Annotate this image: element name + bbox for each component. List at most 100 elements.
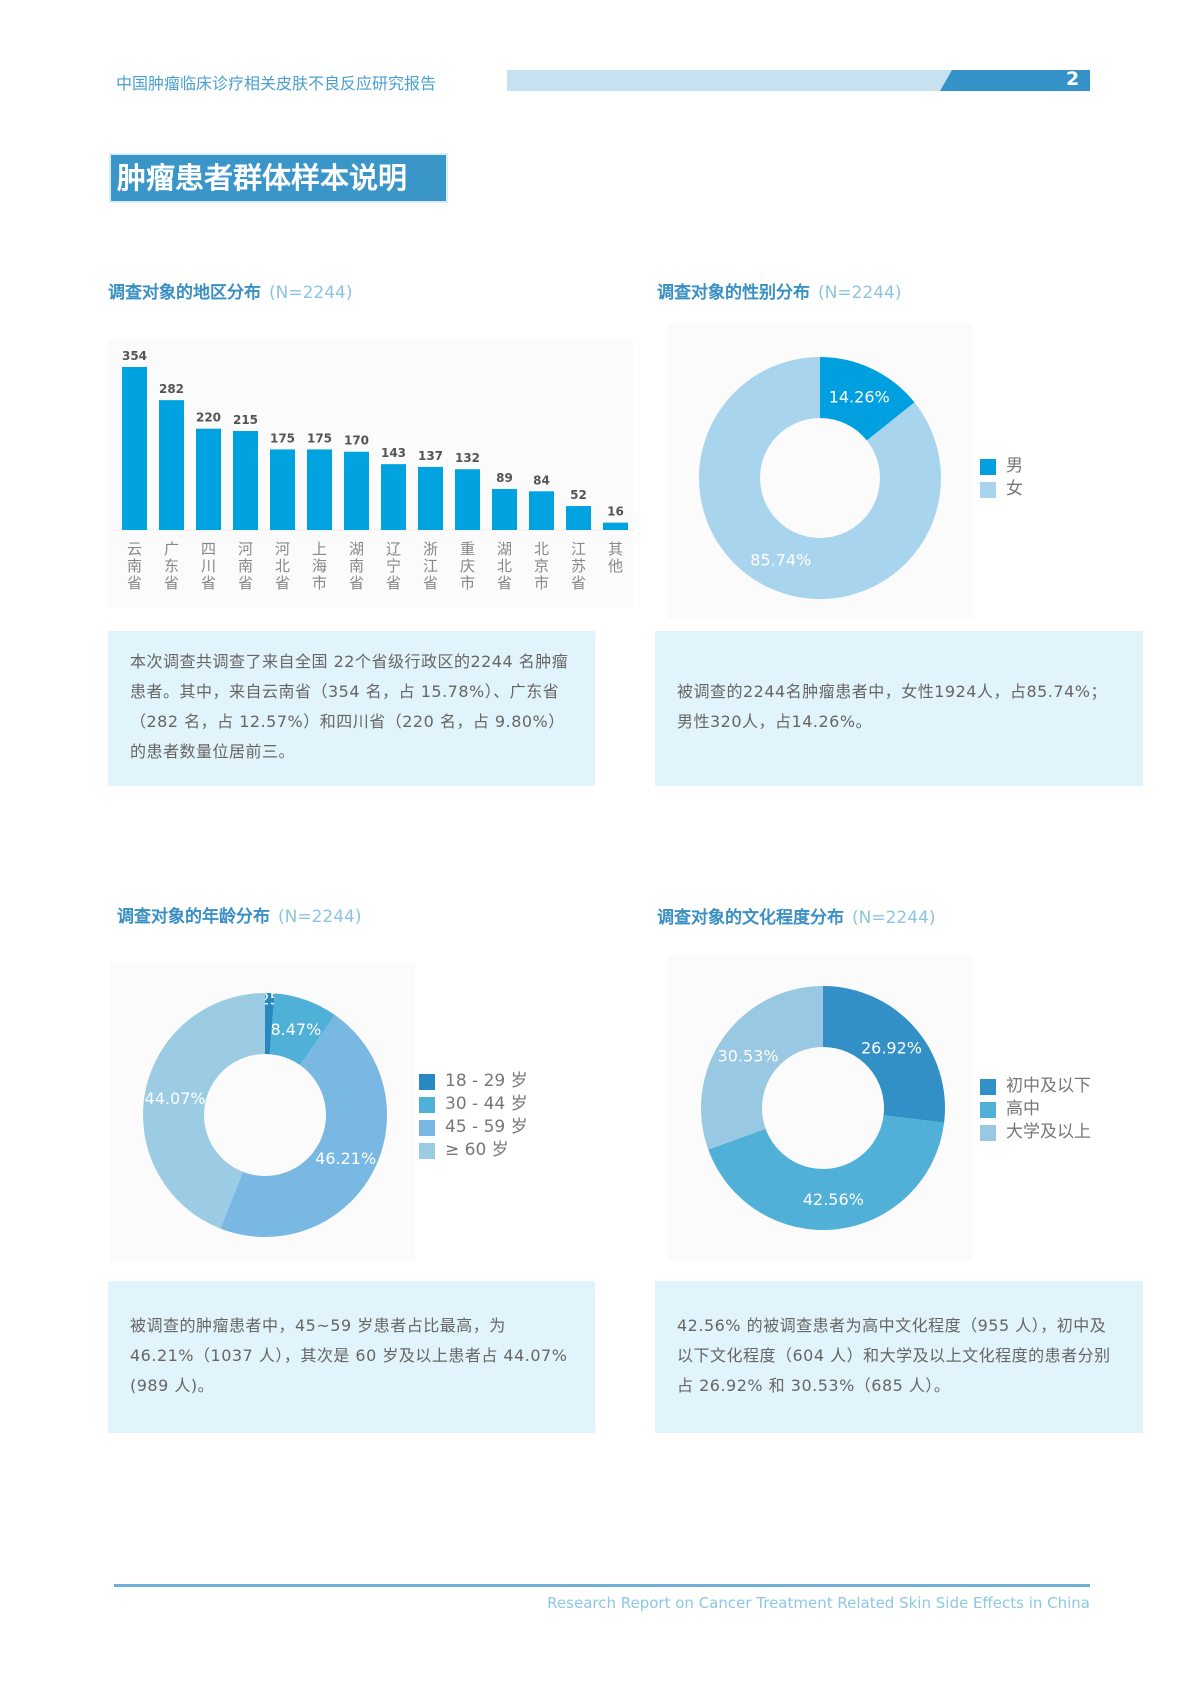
category-label: 河北省 bbox=[275, 540, 290, 592]
gender-n: (N=2244) bbox=[818, 283, 902, 303]
bar bbox=[492, 489, 517, 530]
legend-swatch bbox=[980, 1124, 996, 1141]
legend-swatch bbox=[980, 481, 996, 498]
bar bbox=[344, 451, 369, 530]
legend-item: ≥ 60 岁 bbox=[419, 1139, 528, 1162]
category-label: 其他 bbox=[608, 540, 623, 575]
page-title: 肿瘤患者群体样本说明 bbox=[111, 155, 446, 201]
bar bbox=[233, 431, 258, 530]
slice-label: 26.92% bbox=[861, 1038, 922, 1057]
bar-value-label: 84 bbox=[533, 473, 550, 487]
bar-value-label: 137 bbox=[418, 449, 443, 463]
legend-label: 大学及以上 bbox=[1006, 1122, 1091, 1142]
category-label: 北京市 bbox=[534, 540, 549, 592]
bar-value-label: 170 bbox=[344, 434, 369, 448]
region-description: 本次调查共调查了来自全国 22个省级行政区的2244 名肿瘤患者。其中，来自云南… bbox=[108, 631, 595, 786]
age-section-title: 调查对象的年龄分布 (N=2244) bbox=[117, 902, 362, 927]
slice-label: 44.07% bbox=[145, 1089, 206, 1108]
bar-value-label: 175 bbox=[307, 431, 332, 445]
slice-label: 85.74% bbox=[750, 551, 811, 570]
bar bbox=[529, 491, 554, 530]
region-bar-chart: 354 云南省 282 广东省 220 四川省 215 河南省 175 河北省 175 上海市 170 湖… bbox=[112, 349, 635, 592]
legend-swatch bbox=[980, 458, 996, 475]
bar bbox=[381, 464, 406, 530]
bar-value-label: 16 bbox=[607, 505, 624, 519]
gender-donut-chart: 14.26% 85.74% bbox=[699, 357, 941, 599]
page-number: 2 bbox=[1066, 68, 1080, 90]
age-legend: 18 - 29 岁 30 - 44 岁 45 - 59 岁 ≥ 60 岁 bbox=[419, 1070, 528, 1162]
donut-slice bbox=[820, 357, 915, 441]
bar bbox=[455, 469, 480, 530]
category-label: 广东省 bbox=[164, 540, 179, 592]
donut-slice bbox=[708, 1115, 945, 1230]
donut-slice bbox=[143, 993, 265, 1229]
legend-label: 30 - 44 岁 bbox=[445, 1094, 528, 1114]
gender-title-text: 调查对象的性别分布 bbox=[657, 283, 810, 303]
region-title-text: 调查对象的地区分布 bbox=[108, 283, 261, 303]
education-title-text: 调查对象的文化程度分布 bbox=[657, 908, 844, 928]
bar bbox=[307, 449, 332, 530]
legend-swatch bbox=[980, 1101, 996, 1118]
age-donut-chart: 1.25%8.47%46.21%44.07% bbox=[143, 990, 387, 1237]
gender-legend: 男女 bbox=[980, 455, 1023, 501]
legend-label: 男 bbox=[1006, 456, 1023, 476]
age-n: (N=2244) bbox=[278, 907, 362, 927]
category-label: 辽宁省 bbox=[386, 540, 401, 592]
legend-swatch bbox=[419, 1073, 435, 1090]
slice-label: 14.26% bbox=[829, 387, 890, 406]
category-label: 湖南省 bbox=[349, 540, 364, 592]
age-title-text: 调查对象的年龄分布 bbox=[117, 907, 270, 927]
donut-slice bbox=[265, 993, 275, 1055]
bar-value-label: 89 bbox=[496, 471, 513, 485]
category-label: 云南省 bbox=[127, 540, 142, 592]
bar-value-label: 175 bbox=[270, 431, 295, 445]
bar-value-label: 215 bbox=[233, 413, 258, 427]
legend-item: 初中及以下 bbox=[980, 1075, 1091, 1098]
footer-divider bbox=[114, 1584, 1090, 1587]
slice-label: 30.53% bbox=[718, 1046, 779, 1065]
bar-value-label: 132 bbox=[455, 451, 480, 465]
category-label: 浙江省 bbox=[423, 540, 438, 592]
bar bbox=[159, 400, 184, 530]
legend-swatch bbox=[419, 1119, 435, 1136]
region-section-title: 调查对象的地区分布 (N=2244) bbox=[108, 278, 353, 303]
legend-label: ≥ 60 岁 bbox=[445, 1140, 509, 1160]
region-chart-panel bbox=[108, 340, 633, 608]
bar-value-label: 282 bbox=[159, 382, 184, 396]
bar bbox=[122, 367, 147, 530]
bar bbox=[196, 428, 221, 530]
category-label: 四川省 bbox=[201, 540, 216, 592]
donut-slice bbox=[220, 1015, 387, 1237]
category-label: 重庆市 bbox=[460, 540, 475, 592]
legend-item: 大学及以上 bbox=[980, 1121, 1091, 1144]
legend-item: 男 bbox=[980, 455, 1023, 478]
age-description: 被调查的肿瘤患者中，45~59 岁患者占比最高，为 46.21%（1037 人）… bbox=[108, 1281, 595, 1433]
bar bbox=[270, 449, 295, 530]
legend-item: 30 - 44 岁 bbox=[419, 1093, 528, 1116]
legend-item: 高中 bbox=[980, 1098, 1091, 1121]
legend-label: 初中及以下 bbox=[1006, 1076, 1091, 1096]
bar-value-label: 354 bbox=[122, 349, 147, 363]
report-title: 中国肿瘤临床诊疗相关皮肤不良反应研究报告 bbox=[116, 74, 437, 93]
donut-slice bbox=[699, 357, 941, 599]
bar-value-label: 52 bbox=[570, 488, 587, 502]
donut-slice bbox=[823, 986, 945, 1123]
slice-label: 8.47% bbox=[270, 1020, 321, 1039]
bar-value-label: 220 bbox=[196, 411, 221, 425]
legend-item: 18 - 29 岁 bbox=[419, 1070, 528, 1093]
category-label: 湖北省 bbox=[497, 540, 512, 592]
legend-item: 45 - 59 岁 bbox=[419, 1116, 528, 1139]
donut-slice bbox=[701, 986, 823, 1150]
legend-swatch bbox=[980, 1078, 996, 1095]
slice-label: 42.56% bbox=[803, 1190, 864, 1209]
header-bar-accent bbox=[940, 70, 1090, 91]
education-donut-chart: 26.92% 42.56% 30.53% bbox=[701, 986, 945, 1230]
bar bbox=[566, 506, 591, 530]
legend-swatch bbox=[419, 1096, 435, 1113]
legend-label: 女 bbox=[1006, 479, 1023, 499]
education-legend: 初中及以下 高中 大学及以上 bbox=[980, 1075, 1091, 1144]
bar bbox=[603, 522, 628, 530]
legend-item: 女 bbox=[980, 478, 1023, 501]
gender-description: 被调查的2244名肿瘤患者中，女性1924人，占85.74%；男性320人，占1… bbox=[655, 631, 1143, 786]
category-label: 上海市 bbox=[312, 540, 327, 592]
